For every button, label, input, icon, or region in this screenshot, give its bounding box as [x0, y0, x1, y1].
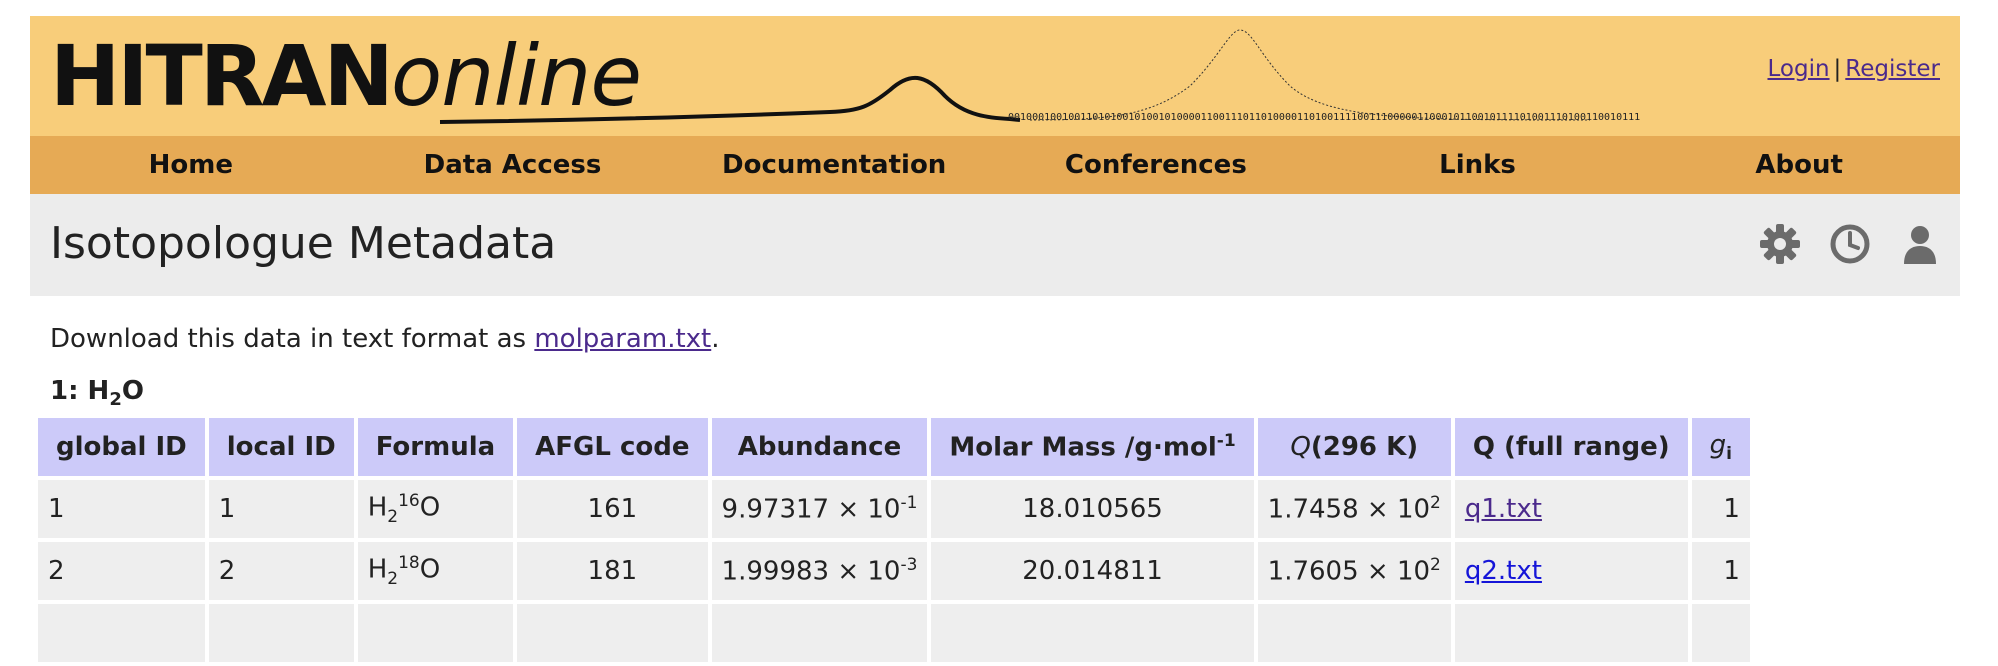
header-afgl-code: AFGL code: [517, 418, 708, 477]
logo-hitran: HITRAN: [50, 27, 394, 125]
cell-g: 1: [1691, 480, 1750, 539]
g-sub: i: [1726, 444, 1732, 465]
site-banner: HITRANonline 001000100100110101001010010…: [30, 16, 1960, 136]
molar-mass-exp: -1: [1216, 431, 1236, 452]
header-local-id: local ID: [208, 418, 354, 477]
nav-documentation[interactable]: Documentation: [722, 150, 947, 180]
q296-symbol: Q: [1290, 432, 1311, 463]
cell-formula: H216O: [357, 480, 514, 539]
logo-online: online: [390, 27, 642, 125]
nav-conferences[interactable]: Conferences: [1064, 150, 1247, 180]
cell-formula: H218O: [357, 542, 514, 601]
nav-home[interactable]: Home: [148, 150, 234, 180]
header-global-id: global ID: [38, 418, 205, 477]
cell-g: 1: [1691, 542, 1750, 601]
binary-string-decoration: 0010001001001101010010100101000011001110…: [1008, 112, 1641, 123]
main-content: Download this data in text format as mol…: [30, 296, 1960, 666]
cell-partial: [517, 604, 708, 663]
cell-q-file: q2.txt: [1454, 542, 1688, 601]
molecule-sub: 2: [109, 389, 122, 411]
g-symbol: g: [1709, 430, 1727, 461]
q296-mantissa: 1.7605 × 10: [1267, 557, 1431, 588]
molar-mass-label: Molar Mass /g·mol: [949, 433, 1217, 464]
register-link[interactable]: Register: [1845, 56, 1940, 82]
abundance-mantissa: 1.99983 × 10: [721, 557, 901, 588]
q1-file-link[interactable]: q1.txt: [1464, 494, 1542, 525]
formula-sub: 2: [387, 507, 399, 528]
header-g: gi: [1691, 418, 1750, 477]
cell-partial: [711, 604, 928, 663]
nav-about[interactable]: About: [1755, 150, 1843, 180]
abundance-exp: -1: [900, 493, 918, 514]
q296-temp: (296 K): [1310, 432, 1419, 463]
cell-partial: [1454, 604, 1688, 663]
table-row: 1 1 H216O 161 9.97317 × 10-1 18.010565 1…: [38, 480, 1750, 539]
abundance-mantissa: 9.97317 × 10: [721, 495, 901, 526]
history-icon[interactable]: [1828, 222, 1872, 266]
abundance-exp: -3: [900, 555, 918, 576]
cell-partial: [1691, 604, 1750, 663]
formula-pre: H: [367, 554, 388, 585]
cell-global-id: 1: [38, 480, 205, 539]
cell-global-id: 2: [38, 542, 205, 601]
cell-partial: [931, 604, 1254, 663]
page-frame: HITRANonline 001000100100110101001010010…: [30, 16, 1960, 666]
cell-q-file: q1.txt: [1454, 480, 1688, 539]
header-q296: Q(296 K): [1257, 418, 1451, 477]
header-molar-mass: Molar Mass /g·mol-1: [931, 418, 1254, 477]
spectrum-line-graphic: [439, 29, 1591, 124]
cell-partial: [1257, 604, 1451, 663]
q296-exp: 2: [1430, 493, 1441, 514]
header-q-full-range: Q (full range): [1454, 418, 1688, 477]
cell-abundance: 9.97317 × 10-1: [711, 480, 928, 539]
download-suffix: .: [711, 324, 720, 354]
molecule-heading: 1: H2O: [50, 376, 1940, 410]
page-title: Isotopologue Metadata: [50, 218, 557, 269]
header-abundance: Abundance: [711, 418, 928, 477]
q296-exp: 2: [1430, 555, 1441, 576]
download-prefix: Download this data in text format as: [50, 324, 535, 354]
molparam-link[interactable]: molparam.txt: [534, 324, 712, 354]
nav-links[interactable]: Links: [1439, 150, 1516, 180]
cell-partial: [38, 604, 205, 663]
cell-local-id: 2: [208, 542, 354, 601]
formula-sup: 18: [398, 553, 420, 574]
user-tools: [1758, 222, 1942, 266]
table-header-row: global ID local ID Formula AFGL code Abu…: [38, 418, 1750, 477]
hitran-online-logo[interactable]: HITRANonline: [50, 34, 642, 118]
molecule-rest: O: [121, 376, 144, 406]
page-title-bar: Isotopologue Metadata: [30, 194, 1960, 296]
download-line: Download this data in text format as mol…: [50, 324, 1940, 354]
auth-separator: |: [1833, 56, 1842, 82]
q296-mantissa: 1.7458 × 10: [1267, 495, 1431, 526]
user-icon[interactable]: [1898, 222, 1942, 266]
formula-pre: H: [367, 492, 388, 523]
isotopologue-table: global ID local ID Formula AFGL code Abu…: [34, 414, 1754, 666]
cell-local-id: 1: [208, 480, 354, 539]
formula-sub: 2: [387, 569, 399, 590]
login-link[interactable]: Login: [1767, 56, 1830, 82]
cell-afgl-code: 181: [517, 542, 708, 601]
cell-q296: 1.7605 × 102: [1257, 542, 1451, 601]
table-row: 2 2 H218O 181 1.99983 × 10-3 20.014811 1…: [38, 542, 1750, 601]
cell-partial: [208, 604, 354, 663]
cell-molar-mass: 18.010565: [931, 480, 1254, 539]
gear-icon[interactable]: [1758, 222, 1802, 266]
cell-afgl-code: 161: [517, 480, 708, 539]
nav-data-access[interactable]: Data Access: [423, 150, 602, 180]
formula-post: O: [419, 492, 441, 523]
auth-links: Login | Register: [1767, 56, 1940, 82]
header-formula: Formula: [357, 418, 514, 477]
q2-file-link[interactable]: q2.txt: [1464, 556, 1542, 587]
cell-partial: [357, 604, 514, 663]
cell-molar-mass: 20.014811: [931, 542, 1254, 601]
cell-q296: 1.7458 × 102: [1257, 480, 1451, 539]
table-row: [38, 604, 1750, 663]
formula-post: O: [419, 554, 441, 585]
formula-sup: 16: [398, 491, 420, 512]
main-nav: Home Data Access Documentation Conferenc…: [30, 136, 1960, 194]
molecule-label: 1: H: [50, 376, 110, 406]
cell-abundance: 1.99983 × 10-3: [711, 542, 928, 601]
